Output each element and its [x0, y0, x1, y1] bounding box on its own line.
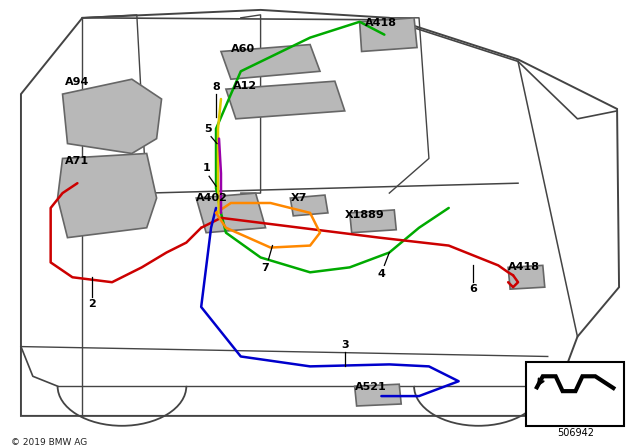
Polygon shape: [349, 210, 396, 233]
Polygon shape: [291, 195, 328, 216]
Text: A402: A402: [196, 193, 228, 203]
Text: 5: 5: [204, 124, 212, 134]
Text: 2: 2: [88, 299, 96, 309]
Text: 6: 6: [470, 284, 477, 294]
Text: A94: A94: [65, 77, 89, 87]
Text: A60: A60: [231, 43, 255, 54]
Text: 4: 4: [378, 269, 385, 280]
Text: © 2019 BMW AG: © 2019 BMW AG: [11, 438, 87, 447]
FancyBboxPatch shape: [526, 362, 624, 426]
Text: A418: A418: [365, 18, 397, 28]
Polygon shape: [360, 18, 417, 52]
Polygon shape: [63, 79, 161, 154]
Text: X7: X7: [291, 193, 307, 203]
Polygon shape: [196, 193, 266, 233]
Polygon shape: [221, 44, 320, 79]
Polygon shape: [508, 265, 545, 289]
Polygon shape: [355, 384, 401, 406]
Polygon shape: [58, 154, 157, 237]
Polygon shape: [226, 81, 345, 119]
Text: 506942: 506942: [557, 428, 594, 438]
Text: A418: A418: [508, 263, 540, 272]
Text: A12: A12: [233, 81, 257, 91]
Text: X1889: X1889: [345, 210, 385, 220]
Text: 3: 3: [341, 340, 349, 349]
Text: 1: 1: [202, 163, 210, 173]
Text: 8: 8: [212, 82, 220, 92]
Text: 7: 7: [262, 263, 269, 273]
Text: A521: A521: [355, 382, 387, 392]
Text: A71: A71: [65, 156, 89, 167]
